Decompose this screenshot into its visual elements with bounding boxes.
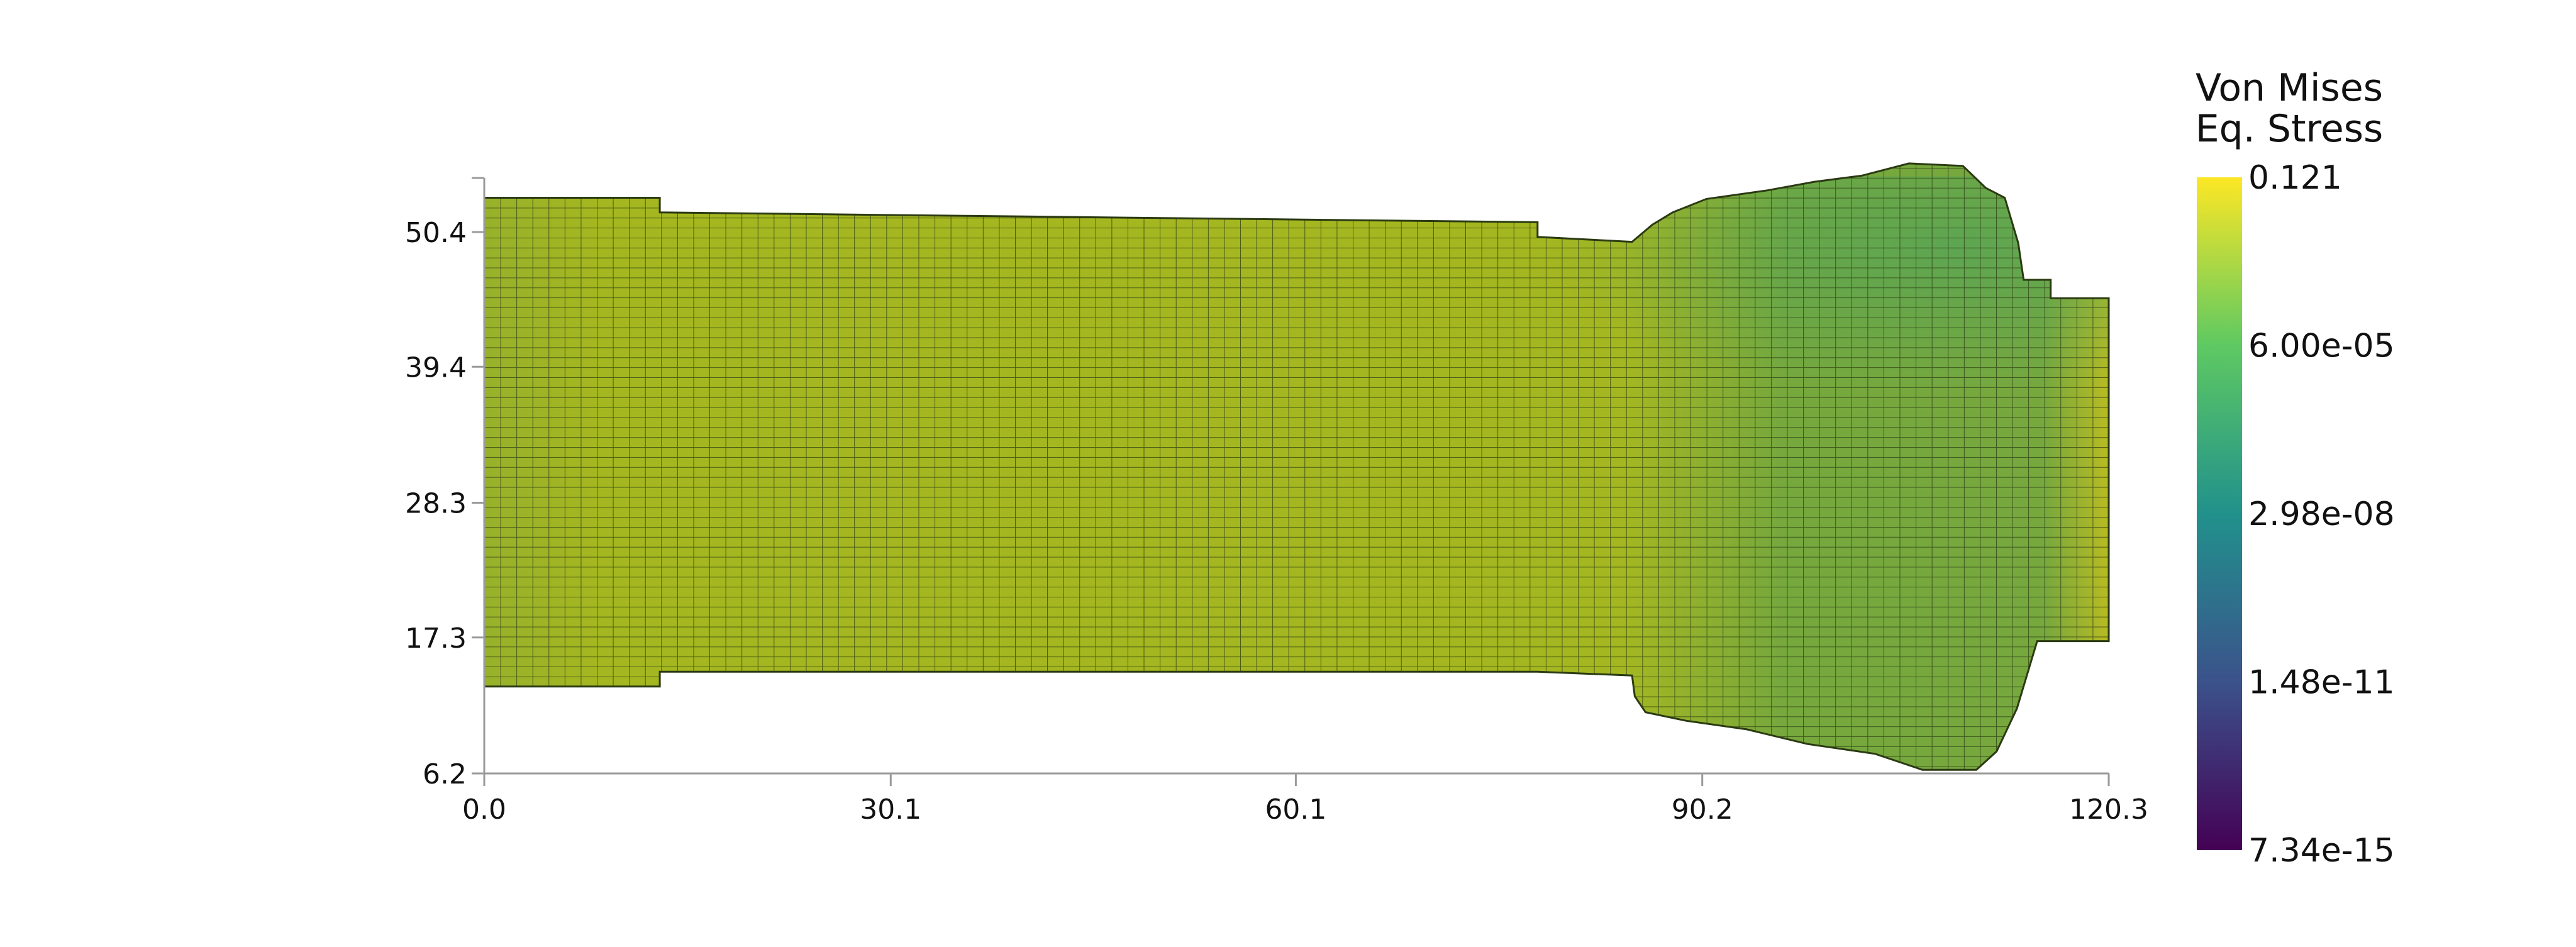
colorbar-label: 6.00e-05 (2248, 328, 2395, 365)
colorbar-label: 7.34e-15 (2248, 832, 2395, 870)
y-tick-label: 28.3 (405, 488, 467, 520)
colorbar-title-line-2: Eq. Stress (2196, 107, 2384, 151)
colorbar-label: 2.98e-08 (2248, 496, 2395, 533)
x-tick-label: 0.0 (462, 794, 506, 826)
mesh-outline (483, 162, 2110, 771)
colorbar-gradient (2197, 177, 2242, 850)
color-bar: Von Mises Eq. Stress 0.121 6.00e-05 2.98e-… (2196, 66, 2395, 870)
colorbar-title-line-1: Von Mises (2196, 66, 2383, 110)
x-tick-label: 90.2 (1672, 794, 1733, 826)
y-ticks: 6.2 17.3 28.3 39.4 50.4 (405, 217, 484, 790)
mesh-body (483, 162, 2110, 771)
mesh-grid (484, 163, 2109, 770)
axes: 0.0 30.1 60.1 90.2 120.3 6.2 17.3 28.3 39.4 50.4 (405, 177, 2148, 826)
y-tick-label: 17.3 (405, 623, 467, 655)
x-tick-label: 30.1 (860, 794, 921, 826)
y-tick-label: 39.4 (405, 352, 467, 384)
y-tick-label: 50.4 (405, 217, 467, 249)
x-tick-label: 120.3 (2069, 794, 2148, 826)
x-ticks: 0.0 30.1 60.1 90.2 120.3 (462, 773, 2148, 826)
colorbar-label: 1.48e-11 (2248, 664, 2395, 702)
x-tick-label: 60.1 (1265, 794, 1326, 826)
colorbar-label: 0.121 (2248, 159, 2342, 197)
y-tick-label: 6.2 (423, 758, 467, 790)
colorbar-labels: 0.121 6.00e-05 2.98e-08 1.48e-11 7.34e-15 (2248, 159, 2395, 870)
